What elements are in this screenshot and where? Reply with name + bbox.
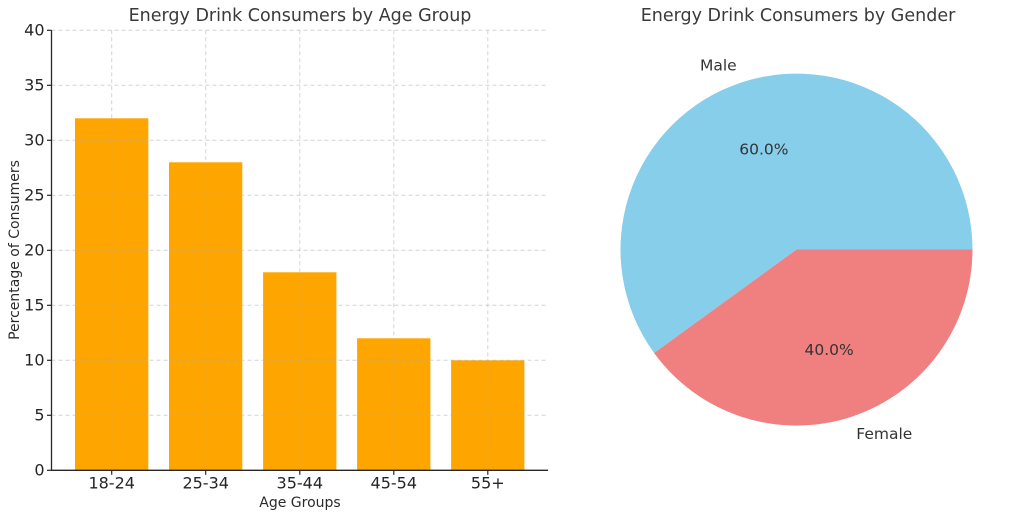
x-tick-label: 35-44 — [277, 473, 324, 492]
y-tick-label: 35 — [24, 76, 44, 95]
y-tick-label: 25 — [24, 186, 44, 205]
x-axis-label: Age Groups — [259, 495, 341, 511]
bar-chart-plot-area: 0 5 10 15 20 25 30 35 40 18-24 25-34 35-44 45-54 55+ — [24, 21, 548, 492]
pie-label-male: Male — [700, 57, 737, 75]
y-tick-label: 15 — [24, 296, 44, 315]
y-tick-label: 10 — [24, 351, 44, 370]
pie-slice-male — [620, 73, 973, 353]
pie-chart-title: Energy Drink Consumers by Gender — [640, 6, 956, 26]
x-tick-label: 25-34 — [182, 473, 229, 492]
y-tick-label: 5 — [34, 406, 44, 425]
x-tick-label: 18-24 — [88, 473, 135, 492]
pie-pct-male: 60.0% — [739, 140, 788, 158]
bar-35-44 — [263, 272, 337, 471]
y-axis-label: Percentage of Consumers — [7, 160, 23, 340]
y-tick-label: 30 — [24, 131, 44, 150]
x-tick-label: 45-54 — [371, 473, 418, 492]
pie-pct-female: 40.0% — [804, 341, 853, 359]
y-tick-label: 40 — [24, 21, 44, 40]
y-tick-label: 20 — [24, 241, 44, 260]
pie-chart-plot-area: Male 60.0% Female 40.0% — [620, 57, 973, 443]
pie-label-female: Female — [856, 425, 912, 443]
bar-chart-title: Energy Drink Consumers by Age Group — [128, 6, 472, 26]
x-tick-label: 55+ — [471, 473, 505, 492]
y-tick-label: 0 — [34, 461, 44, 480]
pie-slice-female — [654, 249, 973, 426]
